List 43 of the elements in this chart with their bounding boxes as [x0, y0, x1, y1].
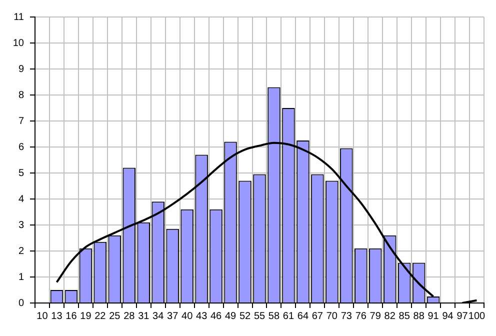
x-tick-label: 55 — [254, 310, 266, 322]
x-tick-label: 49 — [224, 310, 237, 322]
y-tick-label: 5 — [18, 168, 24, 179]
y-tick-label: 4 — [18, 194, 24, 205]
y-tick-label: 6 — [18, 142, 24, 153]
x-tick-label: 91 — [428, 310, 440, 322]
x-tick-label: 97 — [456, 310, 468, 322]
y-tick-label: 0 — [18, 298, 24, 309]
y-tick-label: 2 — [18, 246, 24, 257]
x-tick-label: 31 — [138, 310, 150, 322]
x-tick-label: 88 — [413, 310, 425, 322]
x-tick-label: 34 — [152, 310, 164, 322]
y-tick-label: 10 — [12, 38, 24, 49]
x-tick-label: 73 — [340, 310, 352, 322]
x-tick-label: 37 — [167, 310, 179, 322]
x-tick-label: 10 — [36, 310, 48, 322]
x-tick-label: 100 — [468, 310, 486, 322]
x-tick-label: 70 — [326, 310, 338, 322]
x-tick-label: 58 — [268, 310, 280, 322]
y-tick-label: 1 — [18, 272, 24, 283]
x-tick-label: 85 — [398, 310, 410, 322]
y-tick-label: 9 — [18, 64, 24, 75]
x-tick-label: 13 — [51, 310, 63, 322]
x-tick-label: 76 — [355, 310, 367, 322]
x-tick-label: 28 — [124, 310, 136, 322]
y-tick-label: 11 — [14, 12, 24, 23]
x-tick-label: 40 — [182, 310, 194, 322]
x-tick-label: 94 — [442, 310, 454, 322]
x-tick-label: 25 — [109, 310, 121, 322]
x-tick-label: 61 — [282, 310, 294, 322]
x-tick-label: 46 — [210, 310, 222, 322]
x-tick-label: 22 — [94, 310, 106, 322]
x-tick-label: 79 — [370, 310, 382, 322]
y-tick-label: 7 — [18, 116, 24, 127]
x-tick-label: 43 — [196, 310, 208, 322]
x-tick-label: 64 — [297, 310, 309, 322]
y-tick-label: 3 — [18, 220, 24, 231]
x-tick-label: 19 — [80, 310, 92, 322]
x-tick-label: 82 — [384, 310, 396, 322]
x-tick-label: 16 — [66, 310, 78, 322]
y-tick-label: 8 — [18, 90, 24, 101]
x-tick-label: 52 — [239, 310, 252, 322]
x-tick-label: 67 — [312, 310, 324, 322]
